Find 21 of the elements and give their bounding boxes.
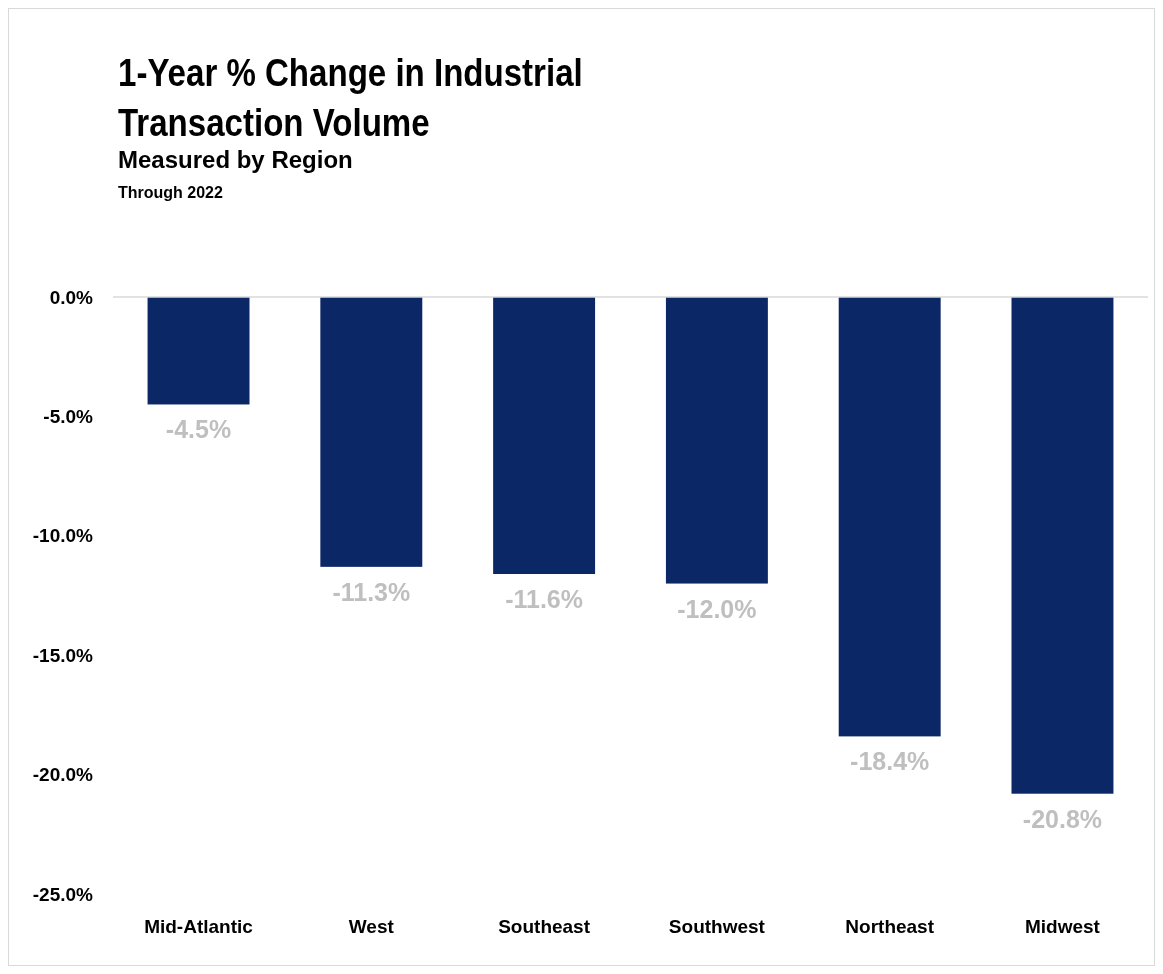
x-tick-label: West: [348, 916, 395, 937]
x-tick-label: Southeast: [498, 916, 591, 937]
chart-title: 1-Year % Change in Industrial Transaction Volume: [118, 51, 583, 145]
x-tick-label: Northeast: [845, 916, 935, 937]
data-label: -12.0%: [677, 594, 757, 623]
data-label: -4.5%: [165, 415, 232, 444]
chart-subtitle: Measured by Region: [118, 146, 353, 173]
y-tick-label: -20.0%: [32, 764, 94, 786]
y-tick-label: -5.0%: [43, 406, 94, 428]
y-tick-label: -25.0%: [32, 883, 94, 905]
x-tick-label: Southwest: [668, 916, 766, 937]
data-label: -11.6%: [505, 585, 584, 614]
data-label: -18.4%: [850, 747, 930, 776]
y-tick-label: 0.0%: [49, 286, 94, 308]
data-label: -20.8%: [1022, 804, 1103, 833]
x-tick-label: Midwest: [1024, 916, 1101, 937]
y-tick-label: -15.0%: [32, 644, 94, 666]
x-tick-label: Mid-Atlantic: [144, 916, 254, 937]
text: Through 2022: [118, 184, 224, 201]
y-tick-label: -10.0%: [32, 525, 94, 547]
data-label: -11.3%: [332, 577, 411, 606]
